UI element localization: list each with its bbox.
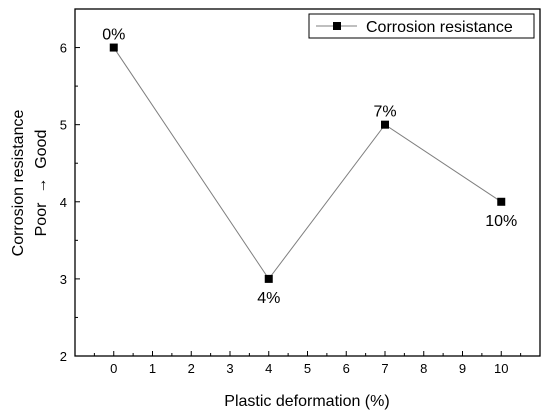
y-tick-label: 5 [60, 118, 67, 133]
y-tick-label: 4 [60, 195, 67, 210]
x-tick-label: 5 [304, 361, 311, 376]
x-axis-title: Plastic deformation (%) [224, 393, 389, 410]
data-point [264, 274, 273, 283]
series-line [113, 47, 502, 280]
data-point [381, 120, 389, 129]
y-axis-title-line1: Corrosion resistance [10, 110, 27, 257]
x-tick-label: 1 [149, 361, 156, 376]
data-label: 4% [257, 290, 280, 307]
x-tick-label: 3 [226, 361, 233, 376]
data-label: 0% [102, 27, 125, 44]
data-label: 10% [485, 213, 517, 230]
x-tick-label: 2 [188, 361, 195, 376]
x-tick-label: 10 [494, 361, 508, 376]
y-axis: 2 3 4 5 6 [60, 41, 80, 364]
x-axis: 0 1 2 3 4 5 6 7 8 9 10 [93, 351, 522, 376]
y-axis-title-line2: Poor → Good [33, 130, 50, 237]
data-point [109, 43, 118, 52]
x-tick-label: 0 [110, 361, 117, 376]
legend: Corrosion resistance [308, 13, 535, 39]
legend-marker [333, 22, 341, 30]
legend-label: Corrosion resistance [366, 19, 513, 36]
data-point [497, 197, 506, 206]
x-tick-label: 9 [459, 361, 466, 376]
x-tick-label: 7 [381, 361, 388, 376]
plot-area [74, 8, 541, 357]
data-label: 7% [373, 104, 396, 121]
x-tick-label: 8 [420, 361, 427, 376]
y-tick-label: 6 [60, 41, 67, 56]
y-tick-label: 3 [60, 272, 67, 287]
series-layer: 0% 4% 7% 10% [102, 27, 517, 307]
y-tick-label: 2 [60, 349, 67, 364]
x-tick-label: 6 [343, 361, 350, 376]
x-tick-label: 4 [265, 361, 272, 376]
